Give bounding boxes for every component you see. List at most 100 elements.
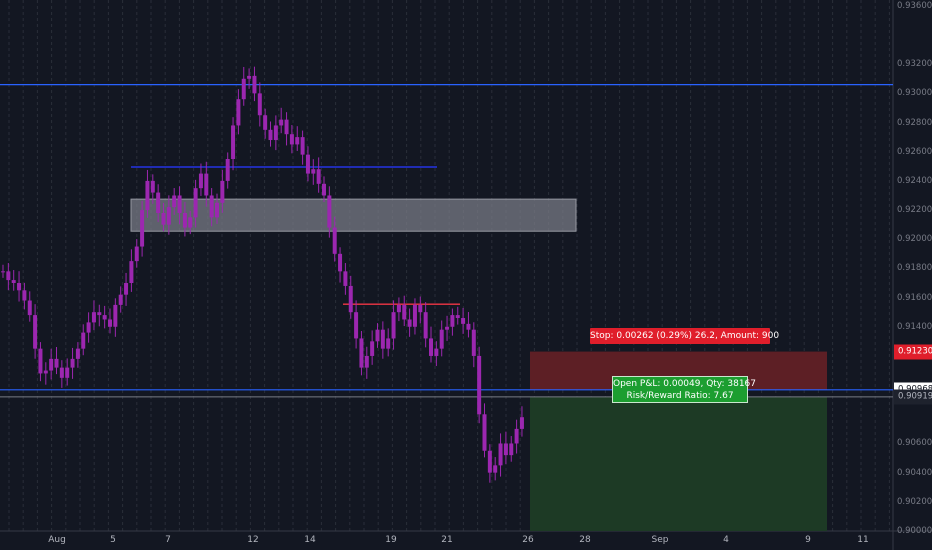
candle-body [204, 173, 209, 196]
candle-body [477, 355, 482, 415]
candle-body [198, 173, 203, 189]
time-tick: 21 [441, 535, 453, 545]
time-axis[interactable]: Aug 5 7 12 14 19 21 26 28 Sep 4 9 11 [0, 531, 893, 550]
candle-body [193, 188, 198, 218]
candle-body [455, 315, 460, 319]
candle-body [38, 348, 43, 374]
candle-body [188, 217, 193, 228]
price-tick: 0.90600 [897, 438, 932, 449]
time-tick: 26 [522, 535, 534, 545]
candle-body [49, 358, 54, 371]
candle-body [461, 318, 466, 324]
candle-body [407, 319, 412, 327]
price-tick: 0.93200 [897, 59, 932, 70]
candle-body [386, 338, 391, 349]
candle-body [354, 312, 359, 339]
candle-body [450, 315, 455, 327]
candle-body [429, 338, 433, 356]
candle-body [519, 417, 524, 429]
candle-body [343, 271, 348, 286]
candle-body [33, 315, 38, 349]
time-tick: 28 [579, 535, 591, 545]
candle-body [145, 180, 150, 211]
candle-body [370, 341, 375, 356]
chart-candles [1, 66, 524, 483]
candle-body [396, 304, 401, 313]
candle-body [300, 137, 305, 155]
supply-zone [130, 198, 577, 232]
chart-horizontal-lines [0, 84, 893, 398]
candle-body [166, 207, 171, 225]
candle-body [182, 212, 187, 228]
time-tick: 12 [247, 535, 259, 545]
price-axis[interactable]: 0.93600 0.93200 0.93000 0.92800 0.92600 0.924… [893, 0, 932, 550]
price-tick: 0.92000 [897, 234, 932, 245]
candle-body [332, 227, 337, 254]
candle-body [86, 322, 91, 333]
candle-body [263, 115, 268, 130]
candle-body [65, 367, 70, 378]
open-pnl-label: Open P&L: 0.00049, Qty: 38167 Risk/Rewar… [612, 376, 756, 403]
candle-body [482, 414, 487, 451]
candle-body [305, 154, 310, 174]
candle-body [177, 195, 182, 213]
candle-body [150, 180, 155, 193]
candle-body [257, 93, 262, 116]
candle-body [113, 304, 118, 327]
price-tick: 0.92200 [897, 205, 932, 216]
candle-body [215, 202, 219, 218]
price-tick: 0.92600 [897, 146, 932, 157]
candle-body [380, 329, 385, 349]
candle-body [445, 326, 450, 330]
candle-body [225, 159, 230, 181]
price-tick: 0.92400 [897, 175, 932, 186]
candle-body [27, 300, 32, 316]
candle-body [108, 319, 112, 327]
candle-body [423, 312, 428, 339]
candle-body [236, 99, 241, 126]
candle-body [161, 212, 166, 225]
candle-body [375, 329, 380, 342]
candle-body [22, 290, 27, 301]
candle-body [118, 294, 123, 305]
chart-zones [130, 198, 827, 531]
candle-body [70, 358, 75, 368]
time-tick: 7 [165, 535, 171, 545]
candle-body [418, 304, 423, 313]
candle-body [412, 304, 417, 327]
candle-body [231, 125, 236, 160]
candle-body [434, 348, 439, 356]
candle-body [140, 210, 145, 247]
candle-body [43, 370, 48, 374]
candle-body [75, 348, 80, 359]
candle-body [503, 443, 508, 456]
candle-body [471, 329, 476, 356]
price-tick: 0.90000 [897, 526, 932, 536]
candle-body [487, 450, 492, 473]
time-tick: 19 [385, 535, 397, 545]
candle-body [322, 183, 326, 196]
candle-body [97, 312, 102, 316]
stop-loss-label: Stop: 0.00262 (0.29%) 26.2, Amount: 900 [590, 328, 779, 344]
candle-body [129, 261, 134, 284]
candle-body [102, 315, 107, 320]
price-tick: 0.90200 [897, 496, 932, 507]
candle-body [172, 195, 177, 208]
price-tick: 0.93600 [897, 0, 932, 11]
time-tick: 11 [857, 535, 869, 545]
candle-body [514, 428, 519, 444]
candle-body [493, 465, 498, 473]
open-pnl-text: Open P&L: 0.00049, Qty: 38167 [613, 379, 756, 389]
price-tick: 0.92800 [897, 117, 932, 128]
candle-body [439, 329, 444, 349]
candle-body [1, 271, 5, 273]
candle-body [359, 338, 364, 368]
candle-body [338, 253, 343, 272]
candle-body [509, 443, 514, 456]
candle-body [316, 169, 321, 184]
candle-body [81, 332, 86, 349]
candle-body [284, 119, 289, 135]
price-tick: 0.90400 [897, 467, 932, 478]
candle-body [348, 285, 353, 313]
